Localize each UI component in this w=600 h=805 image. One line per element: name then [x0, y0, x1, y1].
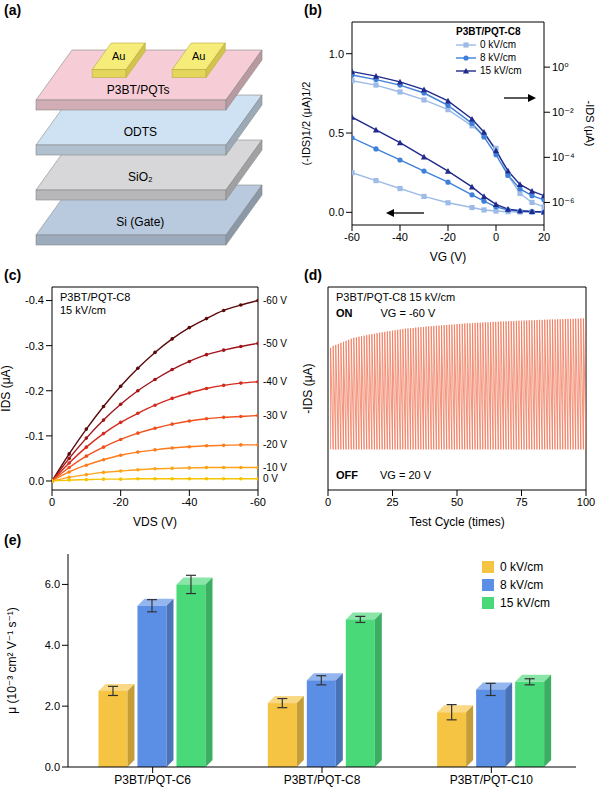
- html-text:P3BT/PQT-C8: P3BT/PQT-C8: [60, 291, 131, 303]
- svg-text:-40: -40: [181, 496, 197, 508]
- html-text:VG = -60 V: VG = -60 V: [380, 307, 436, 319]
- svg-text:(-IDS)1/2 (μA)1/2: (-IDS)1/2 (μA)1/2: [300, 82, 312, 166]
- svg-text:-40 V: -40 V: [263, 376, 287, 387]
- html-text:8 kV/cm: 8 kV/cm: [500, 578, 544, 592]
- svg-text:10⁻²: 10⁻²: [552, 106, 574, 118]
- svg-text:0.0: 0.0: [29, 475, 44, 487]
- svg-text:10⁻⁶: 10⁻⁶: [552, 196, 575, 208]
- svg-text:25: 25: [386, 496, 398, 508]
- svg-text:100: 100: [577, 496, 595, 508]
- svg-text:-IDS (μA): -IDS (μA): [584, 100, 596, 146]
- svg-text:-60: -60: [344, 231, 360, 243]
- html-text:(b): (b): [304, 2, 322, 18]
- svg-text:50: 50: [451, 496, 463, 508]
- svg-text:-50 V: -50 V: [263, 338, 287, 349]
- svg-text:-30 V: -30 V: [263, 410, 287, 421]
- html-text:0 kV/cm: 0 kV/cm: [500, 560, 544, 574]
- svg-text:-0.1: -0.1: [25, 430, 44, 442]
- svg-text:Au: Au: [192, 50, 205, 62]
- svg-text:P3BT/PQT-C10: P3BT/PQT-C10: [450, 773, 534, 787]
- html-text:(d): (d): [304, 267, 322, 283]
- svg-text:-0.3: -0.3: [25, 340, 44, 352]
- svg-text:-0.4: -0.4: [25, 294, 44, 306]
- html-text:VG = 20 V: VG = 20 V: [380, 469, 432, 481]
- html-text:(e): (e): [4, 532, 22, 548]
- svg-text:P3BT/PQTs: P3BT/PQTs: [107, 83, 170, 97]
- svg-text:-60: -60: [250, 496, 266, 508]
- svg-text:P3BT/PQT-C6: P3BT/PQT-C6: [114, 773, 191, 787]
- svg-text:VDS (V): VDS (V): [133, 515, 177, 529]
- svg-text:-10 V: -10 V: [263, 462, 287, 473]
- svg-text:-0.2: -0.2: [25, 385, 44, 397]
- svg-text:ODTS: ODTS: [124, 125, 157, 139]
- svg-text:μ (10⁻³ cm² V⁻¹ s⁻¹): μ (10⁻³ cm² V⁻¹ s⁻¹): [5, 607, 19, 714]
- svg-text:0 V: 0 V: [263, 473, 278, 484]
- html-text:P3BT/PQT-C8: P3BT/PQT-C8: [456, 26, 521, 37]
- svg-text:Au: Au: [112, 50, 125, 62]
- svg-text:10⁰: 10⁰: [552, 61, 569, 73]
- html-text:0 kV/cm: 0 kV/cm: [480, 39, 517, 50]
- svg-text:4.0: 4.0: [45, 639, 60, 651]
- svg-text:0.5: 0.5: [329, 127, 344, 139]
- html-text:(a): (a): [4, 2, 22, 18]
- svg-text:0: 0: [493, 231, 499, 243]
- svg-text:IDS (μA): IDS (μA): [0, 365, 13, 411]
- svg-text:P3BT/PQT-C8: P3BT/PQT-C8: [284, 773, 361, 787]
- html-text:(c): (c): [4, 267, 22, 283]
- html-text:ON: ON: [336, 307, 353, 319]
- svg-text:-20 V: -20 V: [263, 439, 287, 450]
- svg-text:0.0: 0.0: [45, 761, 60, 773]
- svg-text:1.0: 1.0: [329, 48, 344, 60]
- svg-text:VG (V): VG (V): [430, 250, 467, 264]
- svg-text:-20: -20: [440, 231, 456, 243]
- html-text:OFF: OFF: [336, 469, 358, 481]
- svg-text:-60 V: -60 V: [263, 295, 287, 306]
- html-text:8 kV/cm: 8 kV/cm: [480, 52, 517, 63]
- svg-text:0: 0: [49, 496, 55, 508]
- svg-text:Si (Gate): Si (Gate): [116, 215, 164, 229]
- html-text:15 kV/cm: 15 kV/cm: [500, 596, 550, 610]
- svg-text:-20: -20: [113, 496, 129, 508]
- svg-text:Test Cycle (times): Test Cycle (times): [409, 515, 504, 529]
- svg-text:SiO₂: SiO₂: [128, 170, 153, 184]
- svg-text:0.0: 0.0: [329, 206, 344, 218]
- svg-text:6.0: 6.0: [45, 578, 60, 590]
- html-text:15 kV/cm: 15 kV/cm: [480, 65, 522, 76]
- svg-text:-40: -40: [392, 231, 408, 243]
- svg-text:75: 75: [515, 496, 527, 508]
- html-text:P3BT/PQT-C8 15 kV/cm: P3BT/PQT-C8 15 kV/cm: [336, 291, 456, 303]
- svg-text:-IDS (μA): -IDS (μA): [301, 363, 315, 413]
- svg-text:10⁻⁴: 10⁻⁴: [552, 151, 575, 163]
- svg-text:0: 0: [325, 496, 331, 508]
- svg-text:20: 20: [538, 231, 550, 243]
- html-text:15 kV/cm: 15 kV/cm: [60, 304, 106, 316]
- svg-text:2.0: 2.0: [45, 700, 60, 712]
